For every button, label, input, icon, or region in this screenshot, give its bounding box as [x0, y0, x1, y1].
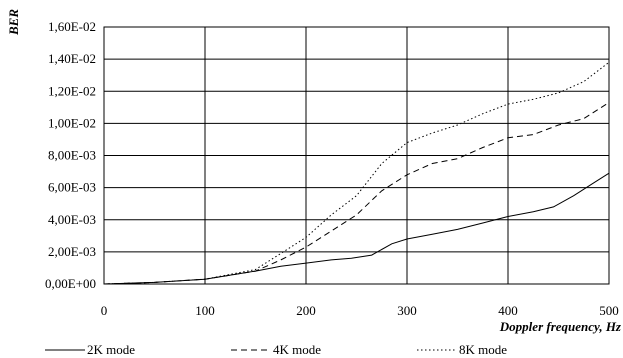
x-tick-label: 100	[195, 303, 215, 318]
y-tick-label: 1,60E-02	[48, 19, 96, 34]
y-tick-label: 1,00E-02	[48, 115, 96, 130]
series-lines	[103, 61, 610, 285]
y-axis-title: BER	[6, 9, 21, 36]
series-line-8k-mode	[103, 61, 610, 285]
series-line-4k-mode	[103, 102, 610, 285]
y-tick-label: 1,20E-02	[48, 83, 96, 98]
x-tick-label: 0	[101, 303, 108, 318]
x-tick-label: 400	[498, 303, 518, 318]
legend-label: 8K mode	[459, 342, 507, 357]
plot-frame	[103, 26, 610, 285]
series-line-2k-mode	[103, 172, 610, 285]
y-axis-ticks: 0,00E+00 2,00E-03 4,00E-03 6,00E-03 8,00E-03…	[45, 19, 96, 291]
x-tick-label: 200	[296, 303, 316, 318]
x-axis-ticks: 0 100 200 300 400 500	[101, 303, 619, 318]
legend-label: 2K mode	[87, 342, 135, 357]
y-tick-label: 8,00E-03	[48, 148, 96, 163]
x-axis-title: Doppler frequency, Hz	[499, 319, 622, 334]
y-tick-label: 2,00E-03	[48, 244, 96, 259]
legend-label: 4K mode	[273, 342, 321, 357]
y-tick-label: 4,00E-03	[48, 212, 96, 227]
y-tick-label: 1,40E-02	[48, 51, 96, 66]
x-tick-label: 300	[397, 303, 417, 318]
legend: 2K mode 4K mode 8K mode	[45, 342, 507, 357]
x-tick-label: 500	[599, 303, 619, 318]
y-tick-label: 0,00E+00	[45, 276, 96, 291]
y-tick-label: 6,00E-03	[48, 180, 96, 195]
grid-lines	[104, 27, 609, 284]
